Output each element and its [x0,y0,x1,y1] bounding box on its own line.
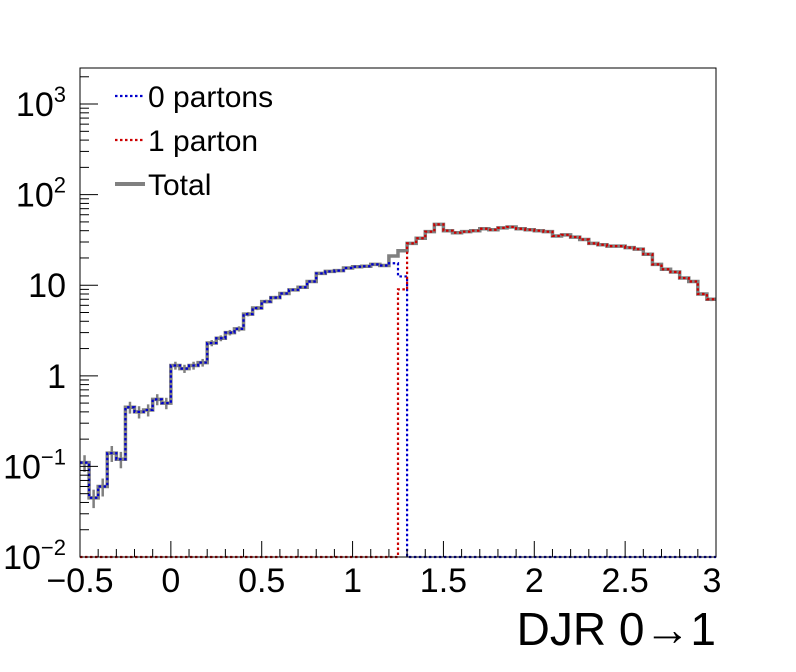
x-tick-label: 1.5 [420,562,467,600]
y-tick-base: 10 [16,86,54,124]
x-tick-labels: −0.5 0 0.5 1 1.5 2 2.5 3 [46,562,721,600]
y-tick-exponent: −2 [41,535,66,560]
y-tick-base: 10 [3,539,41,577]
x-tick-label: −0.5 [46,562,113,600]
y-tick-exponent: 3 [54,82,66,107]
x-tick-label: 0 [161,562,180,600]
y-tick-base: 10 [16,177,54,215]
y-tick-base: 1 [47,358,66,396]
y-tick-label: 102 [16,173,66,215]
y-tick-label: 1 [47,358,66,396]
legend-label-0-partons: 0 partons [148,81,273,114]
y-tick-exponent: −1 [41,444,66,469]
axis-ticks [79,76,717,558]
x-tick-label: 0.5 [238,562,285,600]
y-tick-label: 10 [28,267,66,305]
y-tick-base: 10 [28,267,66,305]
legend: 0 partons 1 parton Total [115,81,273,202]
x-tick-label: 2 [525,562,544,600]
x-tick-label: 2.5 [602,562,649,600]
y-tick-label: 103 [16,82,66,124]
histogram-layer [80,222,716,559]
legend-label-1-parton: 1 parton [148,125,258,158]
legend-label-total: Total [148,169,211,202]
y-tick-exponent: 2 [54,173,66,198]
x-tick-label: 1 [343,562,362,600]
y-tick-label: 10−2 [3,535,66,577]
y-tick-base: 10 [3,448,41,486]
y-tick-label: 10−1 [3,444,66,486]
x-tick-label: 3 [703,562,722,600]
x-axis-title: DJR 0→1 [517,603,716,655]
